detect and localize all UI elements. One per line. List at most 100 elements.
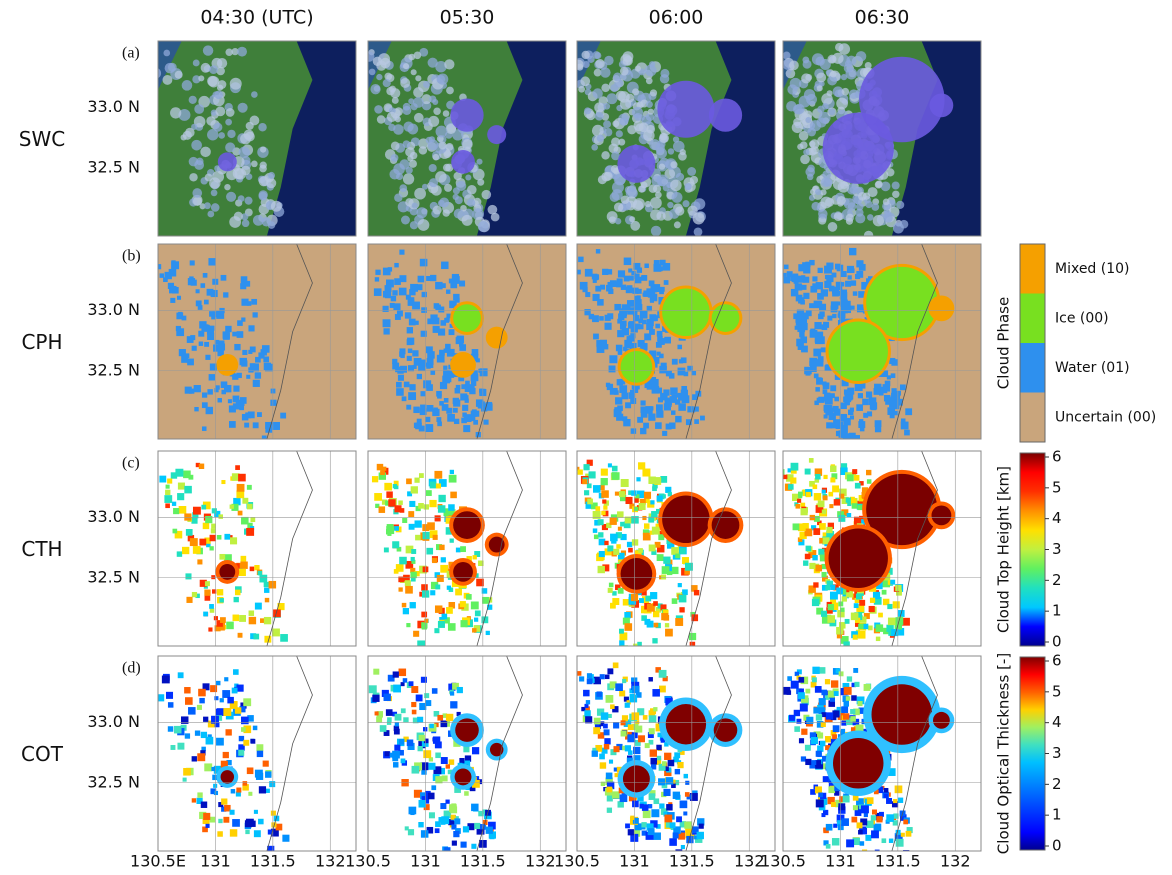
cloud-pixel [172, 502, 176, 506]
cloud-pixel [393, 124, 404, 135]
cloud-pixel [452, 276, 460, 284]
cloud-pixel [255, 372, 261, 378]
cloud-pixel [665, 629, 673, 637]
cloud-pixel [394, 194, 402, 202]
cloud-pixel [607, 808, 612, 813]
cloud-pixel [163, 50, 170, 57]
cloud-pixel [664, 815, 672, 823]
cloud-pixel [207, 389, 212, 394]
cloud-pixel [837, 265, 844, 272]
cloud-pixel [428, 763, 435, 770]
convective-cloud [450, 98, 483, 131]
cloud-pixel [593, 511, 601, 519]
cloud-pixel [620, 271, 624, 275]
cloud-pixel [237, 320, 243, 326]
cloud-pixel [156, 264, 161, 269]
cloud-pixel [480, 368, 488, 376]
cloud-pixel [595, 286, 601, 292]
colorbar-tick-label: 4 [1052, 509, 1062, 527]
cloud-pixel [410, 572, 416, 578]
cloud-pixel [259, 176, 269, 186]
cloud-pixel [373, 57, 382, 66]
cloud-pixel [893, 601, 900, 608]
cloud-pixel [832, 710, 839, 717]
cloud-pixel [387, 532, 391, 536]
cloud-pixel [827, 263, 833, 269]
cloud-pixel [178, 672, 184, 678]
cloud-pixel [681, 390, 688, 397]
cloud-pixel [214, 90, 223, 99]
cloud-pixel [393, 685, 401, 693]
cloud-pixel [409, 319, 416, 326]
cloud-pixel [613, 662, 619, 668]
cloud-pixel [471, 804, 478, 811]
cloud-pixel [373, 669, 379, 675]
cloud-pixel [245, 820, 252, 827]
cloud-pixel [791, 289, 798, 296]
cloud-pixel [405, 580, 411, 586]
cloud-pixel [241, 727, 246, 732]
cloud-pixel [871, 405, 876, 410]
colorbar-tick-label: 1 [1052, 602, 1062, 620]
cloud-pixel [408, 349, 413, 354]
cloud-pixel [821, 347, 826, 352]
cloud-pixel [614, 203, 623, 212]
cloud-pixel [831, 802, 836, 807]
cloud-pixel [905, 408, 912, 415]
cloud-pixel [163, 277, 168, 282]
cloud-pixel [398, 375, 404, 381]
cloud-pixel [645, 743, 650, 748]
cloud-pixel [467, 185, 477, 195]
cloud-pixel [802, 57, 809, 64]
cloud-pixel [388, 499, 395, 506]
map-panel [783, 244, 981, 440]
cloud-pixel [827, 55, 836, 64]
cloud-pixel [224, 184, 230, 190]
cloud-pixel [656, 404, 663, 411]
cloud-pixel [613, 549, 619, 555]
cloud-pixel [638, 319, 643, 324]
cloud-pixel [874, 824, 882, 832]
cloud-pixel [417, 640, 425, 648]
row-label: SWC [19, 127, 65, 151]
cloud-pixel [200, 283, 205, 288]
cloud-pixel [211, 190, 218, 197]
cloud-pixel [486, 631, 490, 635]
cloud-pixel [369, 685, 377, 693]
cloud-pixel [832, 287, 839, 294]
cloud-pixel [875, 426, 881, 432]
cloud-pixel [251, 91, 258, 98]
cloud-pixel [449, 329, 455, 335]
cloud-pixel [221, 381, 228, 388]
cloud-pixel [443, 366, 447, 370]
cloud-pixel [604, 729, 610, 735]
cloud-pixel [618, 313, 624, 319]
legend-label: Ice (00) [1055, 311, 1109, 327]
cloud-pixel [167, 478, 172, 483]
cloud-pixel [869, 606, 875, 612]
cloud-pixel [238, 511, 243, 516]
column-header: 05:30 [440, 7, 495, 29]
cloud-pixel [669, 373, 674, 378]
cloud-pixel [786, 69, 796, 79]
cloud-pixel [247, 767, 254, 774]
cloud-pixel [612, 791, 619, 798]
cloud-pixel [641, 275, 647, 281]
cloud-pixel [690, 176, 698, 184]
lon-label: 131.5 [669, 852, 715, 871]
cloud-pixel [390, 753, 395, 758]
cloud-pixel [807, 128, 816, 137]
cloud-pixel [423, 532, 430, 539]
cloud-pixel [809, 458, 814, 463]
cloud-pixel [182, 80, 193, 91]
cloud-pixel [643, 533, 651, 541]
cloud-pixel [237, 331, 244, 338]
cloud-pixel [177, 493, 184, 500]
colorbar-title: Cloud Optical Thickness [-] [995, 653, 1013, 854]
cloud-pixel [211, 203, 220, 212]
cloud-pixel [844, 701, 850, 707]
cloud-pixel [795, 504, 800, 509]
cloud-pixel [421, 830, 429, 838]
cloud-pixel [471, 374, 479, 382]
cloud-pixel [256, 744, 263, 751]
